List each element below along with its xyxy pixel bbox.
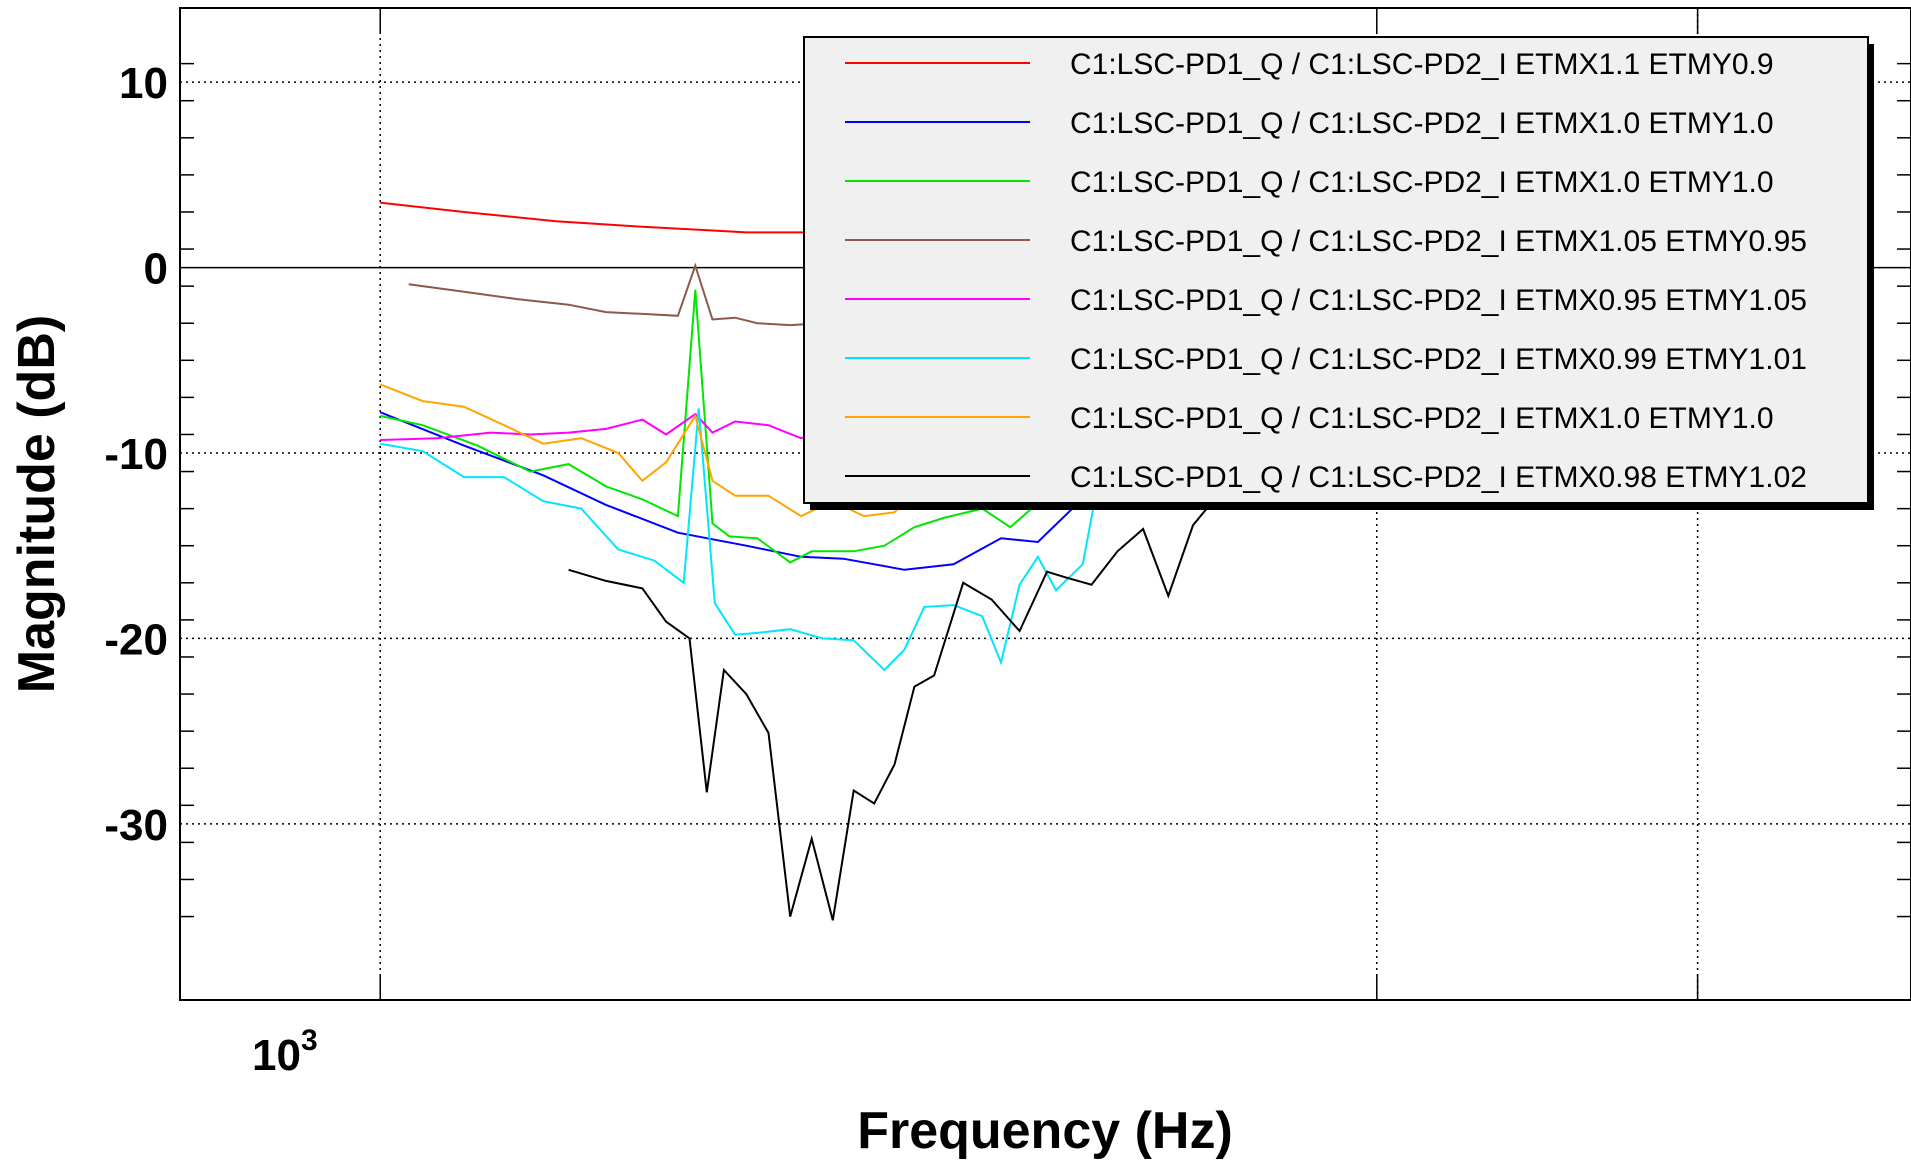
y-tick-label: -10 bbox=[104, 430, 168, 479]
series-line-6 bbox=[380, 408, 1102, 672]
legend-label-3: C1:LSC-PD1_Q / C1:LSC-PD2_I ETMX1.0 ETMY… bbox=[1070, 166, 1774, 199]
legend: C1:LSC-PD1_Q / C1:LSC-PD2_I ETMX1.1 ETMY… bbox=[803, 36, 1874, 510]
ticks bbox=[180, 8, 1911, 1000]
y-tick-label: -20 bbox=[104, 615, 168, 664]
legend-label-5: C1:LSC-PD1_Q / C1:LSC-PD2_I ETMX0.95 ETM… bbox=[1070, 284, 1807, 317]
legend-label-7: C1:LSC-PD1_Q / C1:LSC-PD2_I ETMX1.0 ETMY… bbox=[1070, 402, 1774, 435]
legend-label-2: C1:LSC-PD1_Q / C1:LSC-PD2_I ETMX1.0 ETMY… bbox=[1070, 107, 1774, 140]
x-tick-label: 103 bbox=[252, 1024, 318, 1080]
plot-frame bbox=[179, 7, 1911, 1001]
y-tick-label: -30 bbox=[104, 801, 168, 850]
y-axis-title: Magnitude (dB) bbox=[8, 315, 66, 693]
legend-label-6: C1:LSC-PD1_Q / C1:LSC-PD2_I ETMX0.99 ETM… bbox=[1070, 343, 1807, 376]
series-line-8 bbox=[568, 479, 1242, 921]
legend-label-1: C1:LSC-PD1_Q / C1:LSC-PD2_I ETMX1.1 ETMY… bbox=[1070, 48, 1774, 81]
y-tick-label: 10 bbox=[119, 59, 168, 108]
legend-label-4: C1:LSC-PD1_Q / C1:LSC-PD2_I ETMX1.05 ETM… bbox=[1070, 225, 1807, 258]
legend-label-8: C1:LSC-PD1_Q / C1:LSC-PD2_I ETMX0.98 ETM… bbox=[1070, 461, 1807, 494]
legend-box bbox=[803, 36, 1869, 504]
y-tick-labels: 10 0 -10 -20 -30 bbox=[104, 59, 168, 850]
series-line-3 bbox=[379, 289, 1092, 564]
y-tick-label: 0 bbox=[144, 245, 168, 294]
x-axis-title: Frequency (Hz) bbox=[857, 1102, 1233, 1160]
